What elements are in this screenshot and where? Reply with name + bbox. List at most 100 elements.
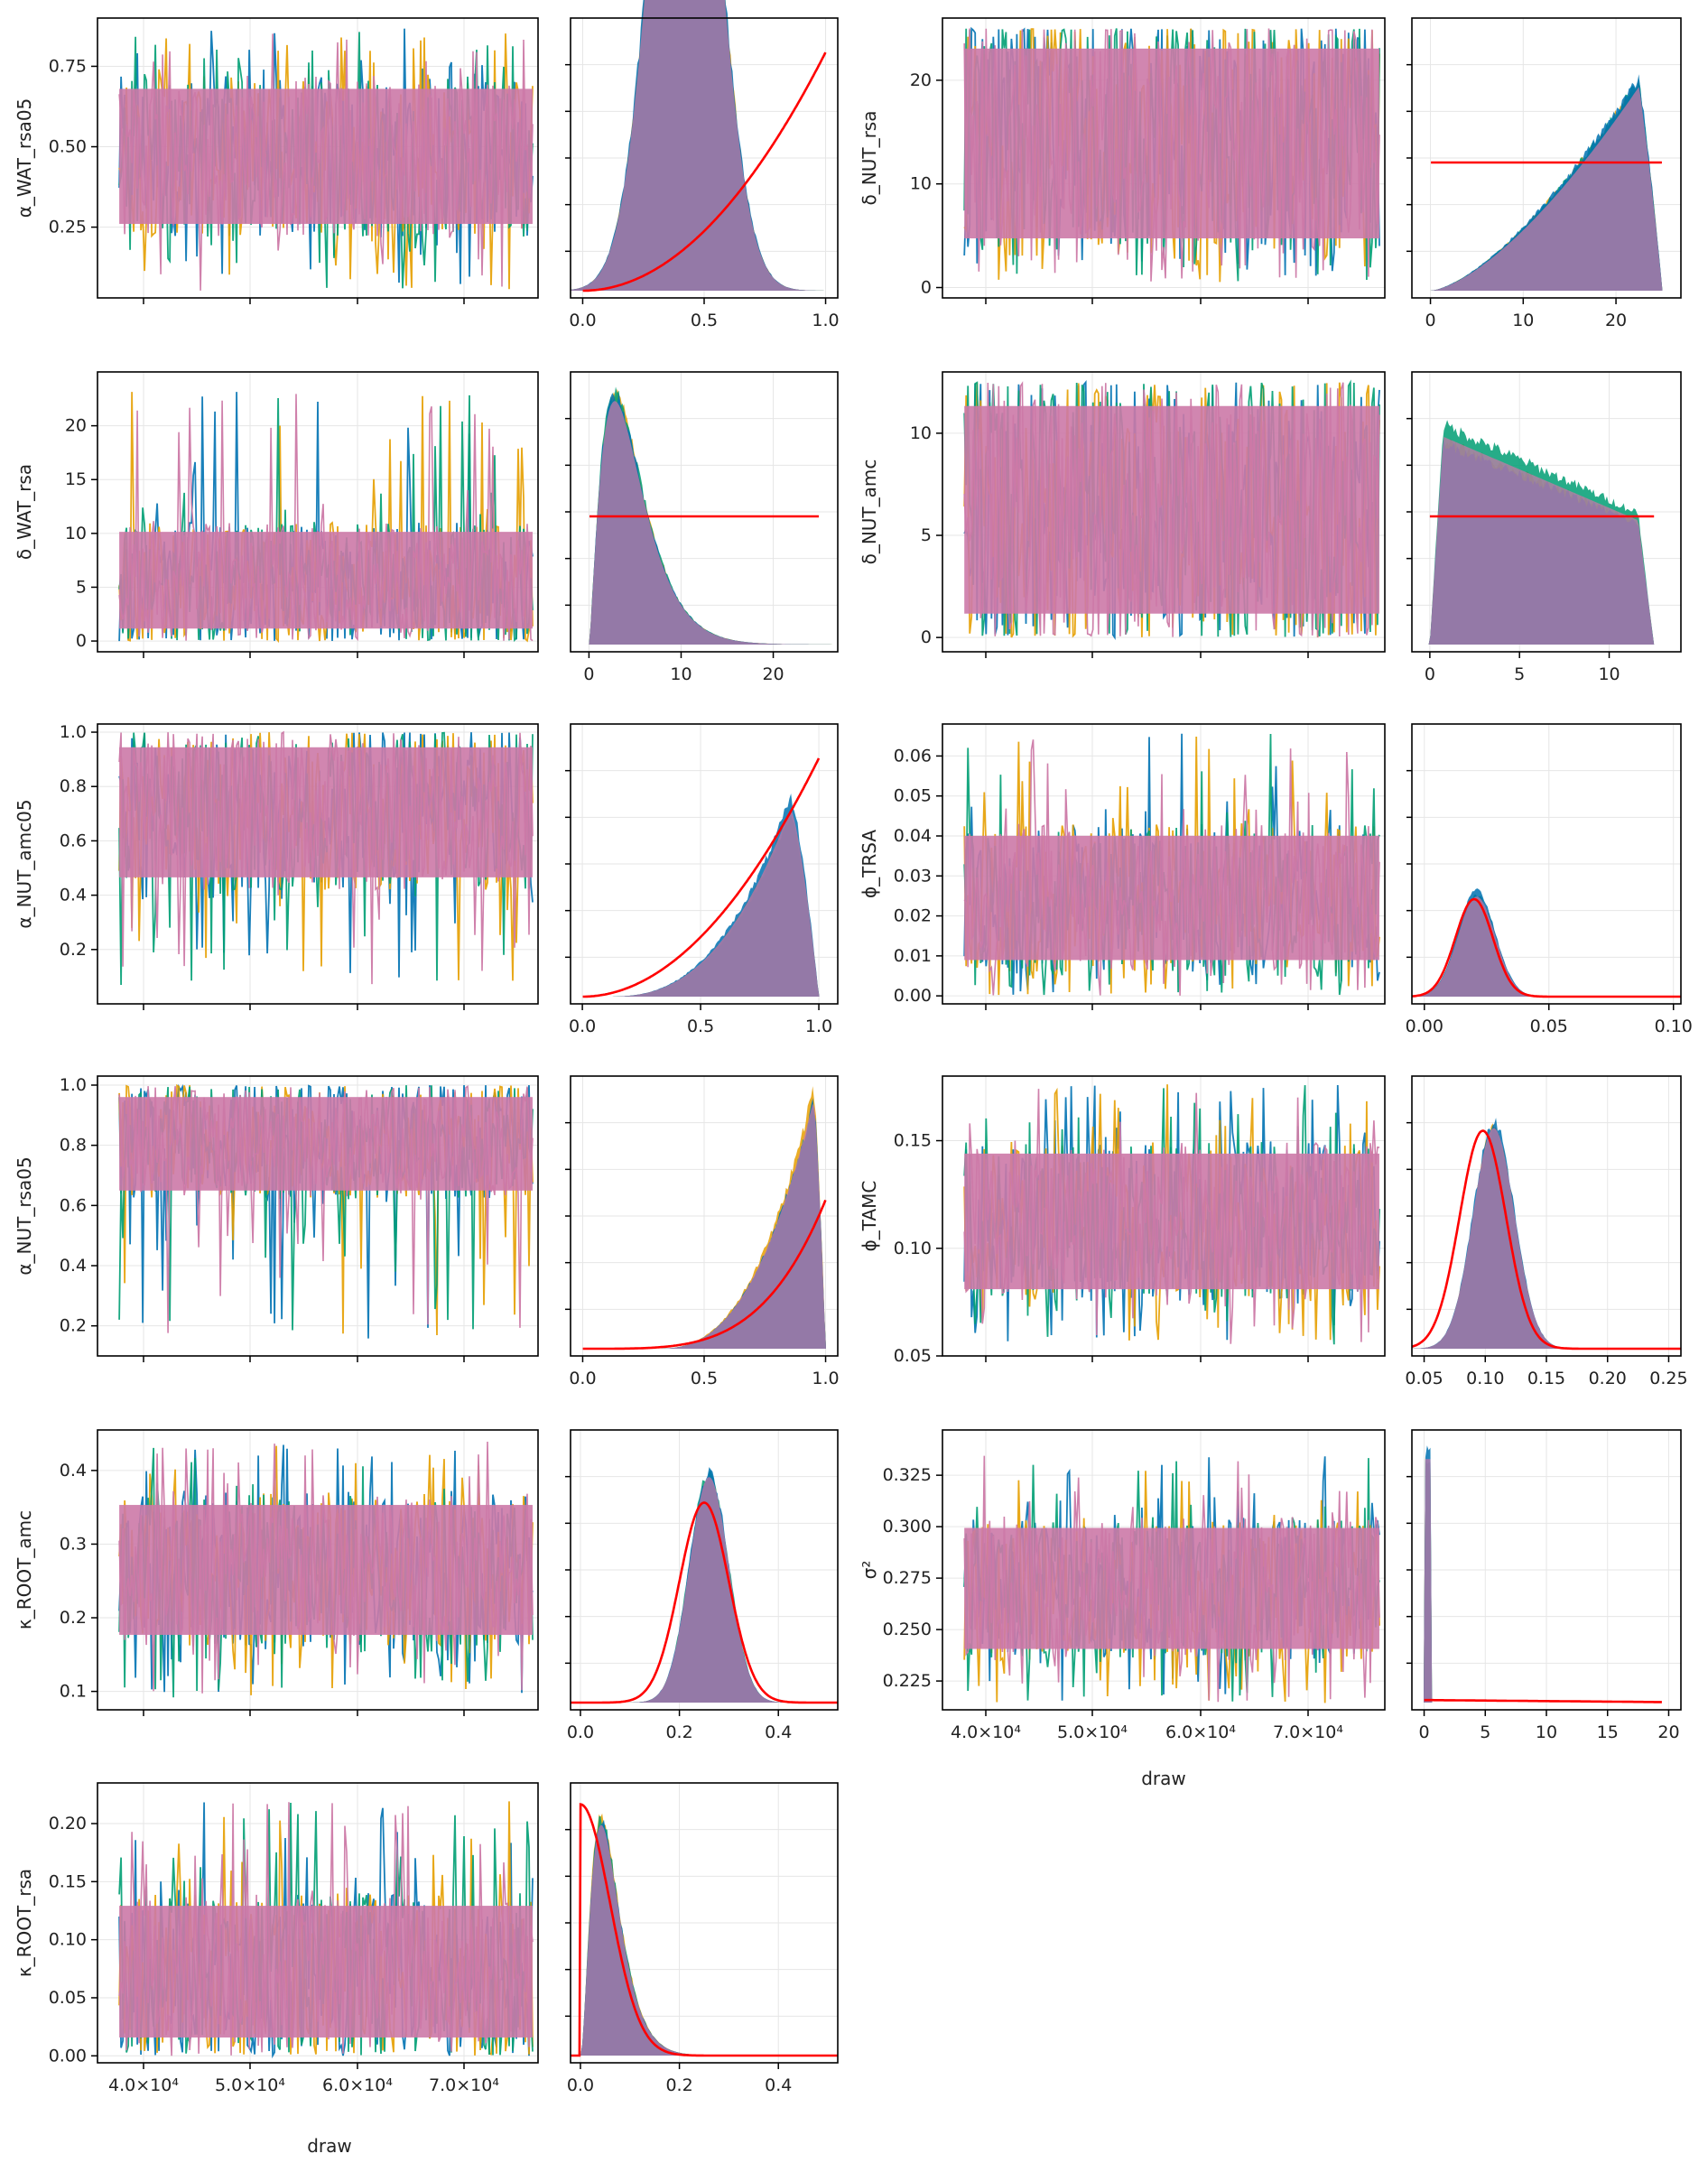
density-6-frame [1411, 723, 1682, 1005]
param-label: κ_ROOT_amc [14, 1510, 35, 1629]
trace-chain-4-band [964, 48, 1379, 239]
trace-ytick-label: 0.05 [894, 1346, 932, 1366]
trace-ytick-label: 0.275 [883, 1568, 932, 1588]
trace-ytick-label: 0.03 [894, 866, 932, 886]
prior-curve [571, 1803, 838, 2057]
density-8-frame [1411, 1075, 1682, 1357]
panel-1: 0.25 0.50 0.75 α_WAT_rsa05 0.0 0.5 1.0 [14, 0, 840, 330]
density-7-frame [570, 1075, 839, 1357]
density-xtick-label: 10 [1512, 311, 1534, 330]
prior-curve [582, 51, 827, 292]
trace-ytick-label: 0.2 [60, 1316, 87, 1336]
prior-curve [1411, 1129, 1681, 1351]
panel-11: 0.00 0.05 0.10 0.15 0.20 4.0×10⁴ 5.0×10⁴ 6.0×10… [14, 1783, 838, 2095]
trace-ytick-label: 5 [76, 577, 87, 597]
panel-6: 0.00 0.01 0.02 0.03 0.04 0.05 0.06 ϕ_TRSA 0.00 0.… [859, 724, 1693, 1036]
trace-ytick-label: 0.15 [49, 1871, 87, 1891]
trace-chain-4-band [964, 405, 1379, 614]
density-chain-4 [1412, 87, 1681, 291]
density-xtick-label: 20 [1657, 1722, 1679, 1742]
trace-ytick-label: 0.4 [60, 886, 87, 905]
density-1-frame [570, 17, 839, 299]
density-xtick-label: 0.10 [1466, 1369, 1504, 1388]
trace-ytick-label: 0.10 [49, 1930, 87, 1950]
density-xtick-label: 0.4 [765, 2075, 792, 2095]
density-xtick-label: 1.0 [812, 1369, 839, 1388]
trace-xtick-label: 5.0×10⁴ [1057, 1722, 1128, 1742]
trace-ytick-label: 1.0 [60, 722, 87, 742]
trace-ytick-label: 0.00 [49, 2046, 87, 2066]
trace-ytick-label: 0.20 [49, 1814, 87, 1833]
density-xtick-label: 0.15 [1527, 1369, 1565, 1388]
trace-xtick-label: 7.0×10⁴ [429, 2075, 499, 2095]
trace-ytick-label: 0.2 [60, 1608, 87, 1628]
trace-ytick-label: 0.250 [883, 1620, 932, 1639]
trace-9-frame [97, 1429, 539, 1711]
trace-chain-4-band [119, 1906, 533, 2038]
trace-ytick-label: 0.15 [894, 1131, 932, 1151]
density-xtick-label: 5 [1514, 664, 1525, 684]
density-xtick-label: 1.0 [812, 311, 839, 330]
trace-ytick-label: 0 [921, 627, 932, 647]
prior-curve [1411, 897, 1681, 998]
density-xtick-label: 1.0 [805, 1017, 832, 1036]
density-xtick-label: 0.20 [1589, 1369, 1627, 1388]
panel-3: 0 5 10 15 20 δ_WAT_rsa 0 10 20 [14, 372, 838, 684]
param-label: σ² [859, 1561, 880, 1580]
x-axis-label-left: draw [307, 2135, 352, 2157]
param-label: ϕ_TAMC [859, 1181, 880, 1252]
trace-xtick-label: 4.0×10⁴ [951, 1722, 1021, 1742]
trace-ytick-label: 0.02 [894, 906, 932, 926]
density-xtick-label: 0.05 [1405, 1369, 1443, 1388]
trace-1-frame [97, 17, 539, 299]
trace-ytick-label: 0.75 [49, 56, 87, 76]
trace-ytick-label: 0.10 [894, 1239, 932, 1258]
trace-3-frame [97, 371, 539, 653]
trace-6-frame [942, 723, 1386, 1005]
trace-chain-4-band [964, 1153, 1379, 1290]
trace-ytick-label: 0 [76, 631, 87, 651]
trace-10-frame [942, 1429, 1386, 1711]
trace-ytick-label: 5 [921, 525, 932, 545]
trace-chain-4-band [119, 1097, 533, 1191]
param-label: α_WAT_rsa05 [14, 98, 35, 218]
density-xtick-label: 0.2 [665, 1722, 692, 1742]
trace-11-frame [97, 1782, 539, 2064]
param-label: δ_WAT_rsa [14, 464, 35, 560]
trace-ytick-label: 0.4 [60, 1461, 87, 1481]
param-label: δ_NUT_rsa [859, 111, 880, 206]
density-xtick-label: 0.4 [765, 1722, 792, 1742]
density-xtick-label: 0.10 [1655, 1017, 1693, 1036]
trace-ytick-label: 0.2 [60, 940, 87, 960]
panel-5: 0.2 0.4 0.6 0.8 1.0 α_NUT_amc05 0.0 0.5 1.0 [14, 722, 838, 1036]
trace-ytick-label: 0.8 [60, 1136, 87, 1156]
density-xtick-label: 0 [583, 664, 594, 684]
param-label: α_NUT_rsa05 [14, 1156, 35, 1275]
trace-ytick-label: 1.0 [60, 1075, 87, 1095]
trace-xtick-label: 5.0×10⁴ [215, 2075, 285, 2095]
density-xtick-label: 0.5 [687, 1017, 714, 1036]
trace-ytick-label: 10 [910, 423, 932, 443]
density-10-frame [1411, 1429, 1682, 1711]
panel-4: 0 5 10 δ_NUT_amc 0 5 10 [859, 372, 1681, 684]
panel-10: 0.225 0.250 0.275 0.300 0.325 4.0×10⁴ 5.0×10⁴ 6… [859, 1430, 1681, 1742]
param-label: α_NUT_amc05 [14, 799, 35, 928]
trace-xtick-label: 4.0×10⁴ [108, 2075, 179, 2095]
density-chain-4 [571, 401, 838, 645]
density-9-frame [570, 1429, 839, 1711]
density-chain-4 [1412, 1128, 1681, 1349]
density-chain-4 [1412, 437, 1681, 645]
trace-ytick-label: 20 [65, 416, 87, 436]
trace-ytick-label: 0.25 [49, 218, 87, 237]
trace-chain-4-band [119, 1505, 533, 1635]
density-xtick-label: 0.25 [1649, 1369, 1687, 1388]
trace-xtick-label: 6.0×10⁴ [322, 2075, 393, 2095]
density-xtick-label: 10 [670, 664, 692, 684]
density-xtick-label: 0.0 [567, 1722, 594, 1742]
density-chain-4 [571, 809, 838, 997]
trace-ytick-label: 20 [910, 70, 932, 90]
prior-curve [1424, 1698, 1662, 1703]
